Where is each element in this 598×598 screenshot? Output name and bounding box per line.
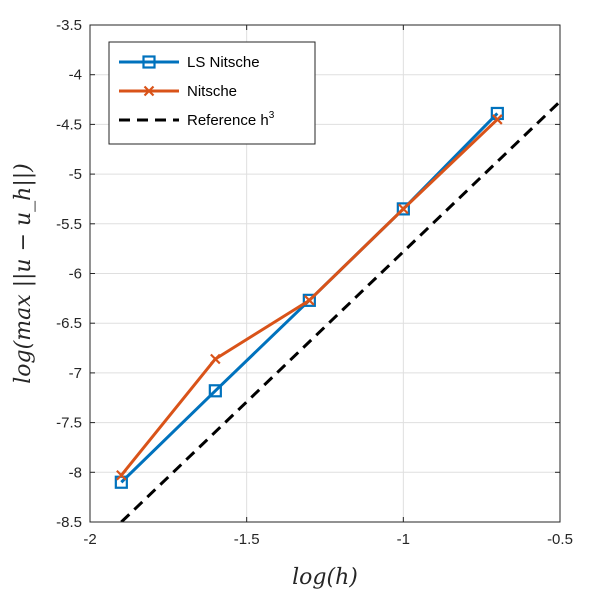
y-tick-label: -6 bbox=[69, 266, 82, 283]
y-tick-label: -4.5 bbox=[56, 116, 82, 133]
ticks bbox=[89, 24, 561, 523]
legend: LS Nitsche Nitsche Reference h3 bbox=[108, 41, 316, 145]
legend-label-1: Nitsche bbox=[187, 83, 237, 100]
series-1-point bbox=[304, 295, 315, 306]
series-1-point bbox=[210, 353, 221, 365]
y-tick-label: -7.5 bbox=[56, 415, 82, 432]
tick-labels: -2 -1.5 -1 -0.5 -3.5 -4 -4.5 -5 -5.5 -6 -6.5 -7 -7.5… bbox=[56, 17, 573, 548]
series-0-point bbox=[396, 202, 410, 216]
y-tick-label: -5 bbox=[69, 166, 82, 183]
legend-label-superscript: 3 bbox=[269, 110, 275, 121]
x-tick-label: -1.5 bbox=[234, 531, 260, 548]
y-tick-label: -3.5 bbox=[56, 17, 82, 34]
series-2 bbox=[120, 100, 560, 522]
x-axis-label: log(h) bbox=[292, 565, 358, 590]
series-line-2 bbox=[120, 100, 560, 522]
legend-label-0: LS Nitsche bbox=[187, 54, 260, 71]
legend-entry-1: Nitsche bbox=[119, 83, 237, 100]
series-0-point bbox=[302, 293, 316, 307]
y-tick-label: -8 bbox=[69, 464, 82, 481]
y-tick-label: -8.5 bbox=[56, 514, 82, 531]
series-1-point bbox=[398, 203, 409, 215]
legend-entry-0: LS Nitsche bbox=[119, 54, 260, 71]
y-tick-label: -7 bbox=[69, 365, 82, 382]
y-axis-label: log(max ||u − u_h||) bbox=[11, 163, 36, 383]
y-tick-label: -4 bbox=[69, 67, 82, 84]
series-1-point bbox=[116, 470, 127, 481]
series-1 bbox=[116, 114, 503, 481]
legend-entries: LS Nitsche Nitsche Reference h3 bbox=[119, 54, 275, 129]
series-layer bbox=[114, 100, 560, 522]
legend-entry-2: Reference h3 bbox=[119, 110, 275, 129]
y-tick-label: -6.5 bbox=[56, 315, 82, 332]
x-tick-label: -1 bbox=[397, 531, 410, 548]
legend-label-2: Reference h3 bbox=[187, 110, 275, 129]
legend-marker-1 bbox=[143, 85, 155, 97]
series-0-point bbox=[208, 384, 222, 398]
series-1-point bbox=[492, 114, 503, 125]
x-tick-label: -2 bbox=[83, 531, 96, 548]
x-tick-label: -0.5 bbox=[547, 531, 573, 548]
legend-marker-0 bbox=[142, 55, 156, 69]
y-tick-label: -5.5 bbox=[56, 216, 82, 233]
